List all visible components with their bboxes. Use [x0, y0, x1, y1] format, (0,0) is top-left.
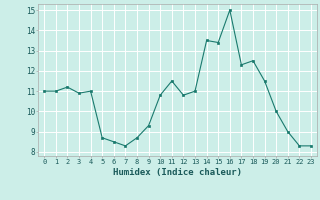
X-axis label: Humidex (Indice chaleur): Humidex (Indice chaleur): [113, 168, 242, 177]
